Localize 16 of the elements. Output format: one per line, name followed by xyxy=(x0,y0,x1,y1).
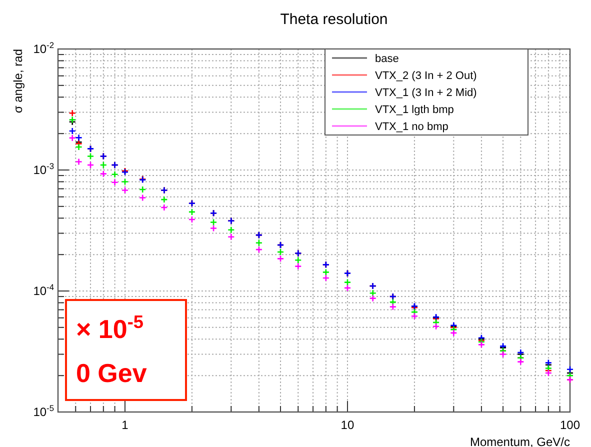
annotation: 0 Gev xyxy=(76,358,148,388)
x-tick-label: 1 xyxy=(122,418,129,432)
legend-label: VTX_2 (3 In + 2 Out) xyxy=(375,70,477,82)
x-tick-label: 100 xyxy=(560,418,580,432)
y-tick-label: 10$^{-2}$ xyxy=(33,40,54,56)
legend-label: VTX_1 (3 In + 2 Mid) xyxy=(375,87,477,99)
legend-label: VTX_1 lgth bmp xyxy=(375,104,454,116)
legend-label: base xyxy=(375,53,399,65)
x-tick-label: 10 xyxy=(340,418,354,432)
y-tick-label: 10$^{-4}$ xyxy=(33,282,54,298)
y-axis-title: σ angle, rad xyxy=(11,49,25,114)
y-tick-label: 10$^{-5}$ xyxy=(33,403,54,419)
y-tick-label: 10$^{-3}$ xyxy=(33,161,54,177)
annotation: × 10$^{-5}$ xyxy=(76,312,144,344)
legend-label: VTX_1 no bmp xyxy=(375,121,448,133)
chart-title: Theta resolution xyxy=(280,11,388,28)
